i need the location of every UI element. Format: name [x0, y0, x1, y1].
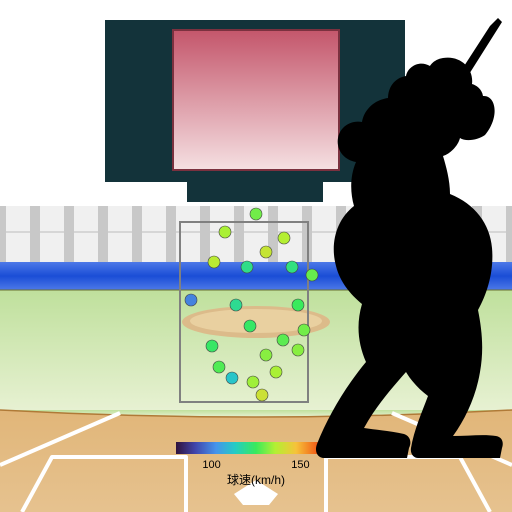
- pitch-point: [241, 261, 253, 273]
- colorbar: [176, 442, 336, 454]
- pitch-point: [270, 366, 282, 378]
- stadium-column: [166, 206, 176, 262]
- stadium-column: [234, 206, 244, 262]
- pitch-point: [208, 256, 220, 268]
- pitch-point: [219, 226, 231, 238]
- pitch-point: [213, 361, 225, 373]
- pitch-point: [278, 232, 290, 244]
- pitch-point: [292, 299, 304, 311]
- pitch-point: [206, 340, 218, 352]
- pitch-location-chart: 100 150 球速(km/h): [0, 0, 512, 512]
- colorbar-tick: 100: [202, 459, 220, 471]
- colorbar-label: 球速(km/h): [227, 473, 285, 487]
- stadium-column: [98, 206, 108, 262]
- pitch-point: [306, 269, 318, 281]
- pitch-point: [250, 208, 262, 220]
- scoreboard-screen: [173, 30, 339, 170]
- colorbar-tick: 150: [291, 459, 309, 471]
- stadium-column: [64, 206, 74, 262]
- stadium-column: [0, 206, 6, 262]
- pitch-point: [256, 389, 268, 401]
- stadium-column: [506, 206, 512, 262]
- pitch-point: [260, 349, 272, 361]
- pitch-point: [230, 299, 242, 311]
- pitch-point: [277, 334, 289, 346]
- stadium-column: [30, 206, 40, 262]
- pitch-point: [260, 246, 272, 258]
- stadium-column: [200, 206, 210, 262]
- stadium-column: [132, 206, 142, 262]
- pitch-point: [185, 294, 197, 306]
- pitch-point: [292, 344, 304, 356]
- pitch-point: [286, 261, 298, 273]
- pitch-point: [244, 320, 256, 332]
- pitch-point: [298, 324, 310, 336]
- pitch-point: [226, 372, 238, 384]
- pitch-point: [247, 376, 259, 388]
